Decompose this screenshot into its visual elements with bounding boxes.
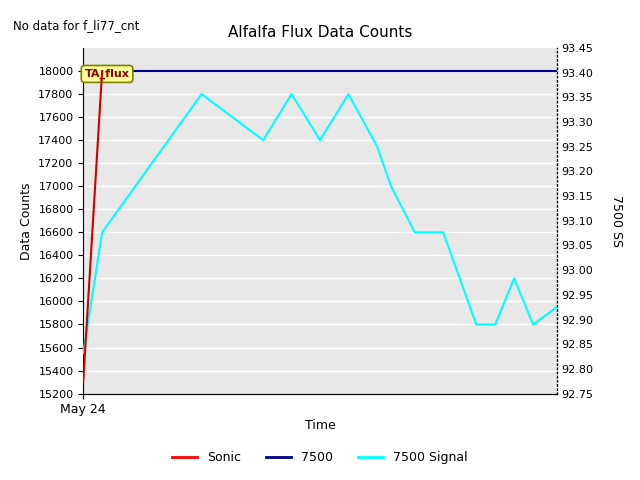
Legend: Sonic, 7500, 7500 Signal: Sonic, 7500, 7500 Signal xyxy=(167,446,473,469)
Text: TA_flux: TA_flux xyxy=(84,69,129,79)
Text: No data for f_li77_cnt: No data for f_li77_cnt xyxy=(13,19,139,32)
Title: Alfalfa Flux Data Counts: Alfalfa Flux Data Counts xyxy=(228,25,412,40)
Y-axis label: Data Counts: Data Counts xyxy=(20,182,33,260)
Y-axis label: 7500 SS: 7500 SS xyxy=(611,195,623,247)
X-axis label: Time: Time xyxy=(305,419,335,432)
